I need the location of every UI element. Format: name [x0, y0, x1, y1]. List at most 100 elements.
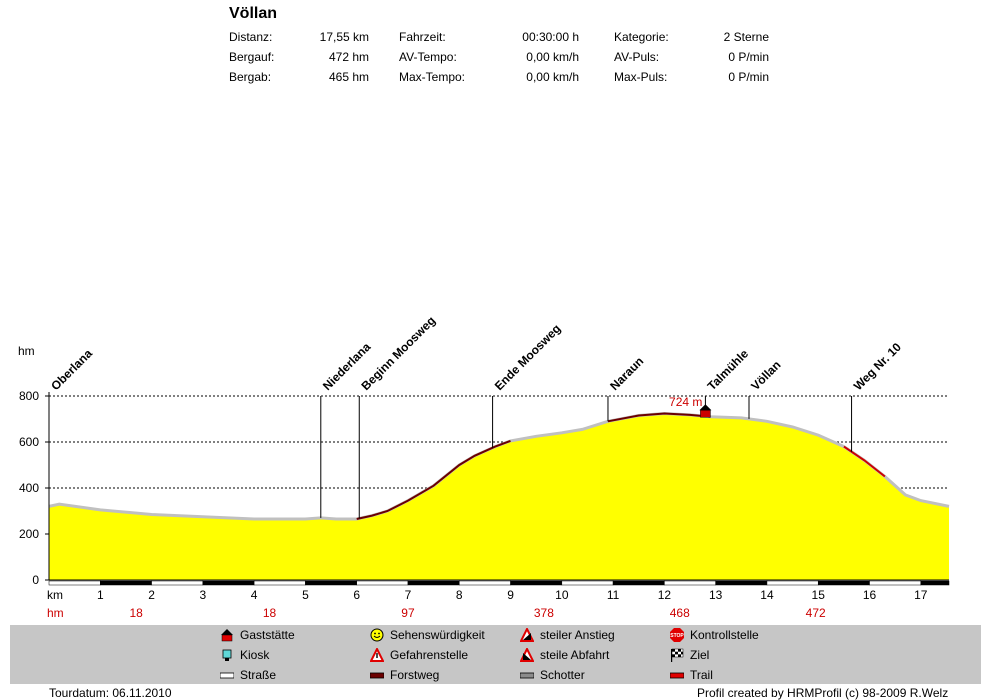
svg-text:STOP: STOP	[670, 633, 684, 639]
stat-label: AV-Puls:	[614, 50, 660, 64]
x-tick-label: 15	[812, 588, 826, 602]
x-tick-label: 10	[555, 588, 569, 602]
stat-label: AV-Tempo:	[399, 50, 457, 64]
stat-value: 2 Sterne	[723, 30, 769, 44]
legend-panel: Gaststätte Kiosk Straße Sehenswürdigkeit Gef…	[10, 625, 981, 684]
surface-segment	[510, 580, 563, 586]
tour-date: Tourdatum: 06.11.2010	[49, 686, 172, 700]
legend-label: Kiosk	[240, 648, 270, 662]
surface-segment	[305, 580, 357, 586]
surface-segment	[253, 580, 306, 586]
legend-item: STOP Kontrollstelle	[670, 628, 759, 642]
hm-marker-label: 18	[263, 606, 277, 620]
legend-label: Kontrollstelle	[690, 628, 759, 642]
stat-value: 0 P/min	[728, 50, 769, 64]
legend-item: Gefahrenstelle	[369, 646, 469, 662]
waypoint-label: Weg Nr. 10	[851, 340, 904, 393]
forstweg-line	[356, 439, 511, 520]
legend-item: Gaststätte	[220, 628, 295, 642]
stat-label: Max-Puls:	[614, 70, 668, 84]
legend-label: steile Abfahrt	[540, 648, 610, 662]
x-tick-label: 12	[658, 588, 672, 602]
stat-label: Fahrzeit:	[399, 30, 446, 44]
strasse-icon	[219, 668, 235, 682]
peak-label: 724 m	[669, 395, 702, 409]
forstweg-icon	[369, 668, 385, 682]
x-tick-label: 1	[97, 588, 104, 602]
legend-item: Forstweg	[369, 668, 439, 682]
surface-segment	[612, 580, 665, 586]
legend-label: Trail	[690, 668, 713, 682]
waypoint-label: Naraun	[607, 354, 646, 393]
surface-segment	[459, 580, 511, 586]
surface-segment	[817, 580, 870, 586]
stat-value: 0,00 km/h	[526, 70, 579, 84]
stat-value: 00:30:00 h	[522, 30, 579, 44]
legend-item: Kiosk	[220, 648, 269, 662]
stat-label: Max-Tempo:	[399, 70, 466, 84]
legend-label: Ziel	[690, 648, 710, 662]
stat-label: Kategorie:	[614, 30, 669, 44]
x-tick-label: 9	[507, 588, 514, 602]
finish-flag-icon	[670, 648, 684, 662]
x-tick-label: 14	[760, 588, 774, 602]
legend-item: Straße	[219, 668, 276, 682]
legend-label: Gefahrenstelle	[390, 648, 469, 662]
stat-label: Bergauf:	[229, 50, 275, 64]
surface-segment	[664, 580, 716, 586]
hm-marker-label: 97	[401, 606, 415, 620]
stat-value: 465 hm	[328, 70, 369, 84]
stop-icon: STOP	[670, 628, 684, 642]
legend-item: Schotter	[519, 668, 585, 682]
y-tick-label: 600	[19, 435, 39, 449]
smiley-icon	[370, 628, 384, 642]
trail-line	[843, 445, 886, 478]
road-line	[48, 411, 950, 521]
surface-segment	[151, 580, 204, 586]
warning-icon	[369, 646, 385, 662]
y-axis-label: hm	[18, 344, 35, 358]
x-tick-label: 3	[200, 588, 207, 602]
surface-segment	[356, 580, 409, 586]
legend-item: Trail	[669, 668, 713, 682]
stat-value: 17,55 km	[319, 30, 369, 44]
x-tick-label: 5	[302, 588, 309, 602]
x-tick-label: 17	[914, 588, 928, 602]
forstweg-line	[607, 412, 711, 423]
x-tick-label: 7	[405, 588, 412, 602]
x-tick-label: 2	[148, 588, 155, 602]
schotter-icon	[519, 668, 535, 682]
waypoint-label: Beginn Moosweg	[358, 313, 438, 393]
legend-label: Schotter	[540, 668, 585, 682]
surface-segment	[48, 580, 101, 586]
stat-value: 0 P/min	[728, 70, 769, 84]
x-tick-label: 11	[607, 588, 620, 602]
legend-item: Sehenswürdigkeit	[370, 628, 485, 642]
legend-label: Sehenswürdigkeit	[390, 628, 485, 642]
legend-label: steiler Anstieg	[540, 628, 615, 642]
stat-value: 0,00 km/h	[526, 50, 579, 64]
y-tick-label: 0	[32, 573, 39, 587]
y-tick-label: 800	[19, 389, 39, 403]
waypoint-label: Oberlana	[48, 346, 95, 393]
hm-marker-label: 472	[806, 606, 826, 620]
credit-text: Profil created by HRMProfil (c) 98-2009 …	[697, 686, 949, 700]
surface-segment	[561, 580, 614, 586]
x-tick-label: 13	[709, 588, 723, 602]
legend-item: steiler Anstieg	[519, 626, 615, 642]
hm-marker-label: 18	[129, 606, 143, 620]
x-tick-label: 16	[863, 588, 877, 602]
steep-up-icon	[519, 626, 535, 642]
gasthaus-icon	[220, 628, 234, 642]
trail-icon	[669, 668, 685, 682]
surface-segment	[920, 580, 950, 586]
hm-marker-label: 468	[670, 606, 690, 620]
kiosk-icon	[220, 648, 234, 662]
x-tick-label: 8	[456, 588, 463, 602]
surface-segment	[869, 580, 922, 586]
y-tick-label: 200	[19, 527, 39, 541]
stat-label: Bergab:	[229, 70, 272, 84]
tour-title: Völlan	[229, 5, 278, 22]
gasthaus-marker-roof	[699, 404, 712, 411]
